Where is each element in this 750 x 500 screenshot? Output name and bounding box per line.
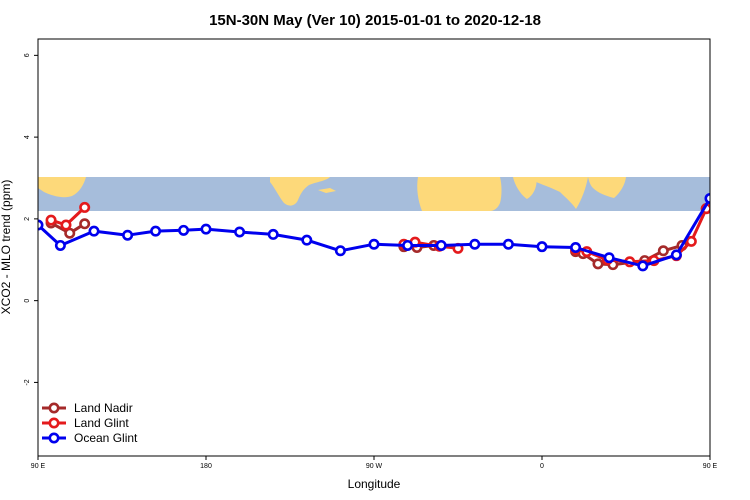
data-point bbox=[368, 238, 380, 250]
data-point bbox=[502, 238, 514, 250]
legend-label: Land Nadir bbox=[74, 401, 133, 415]
series-line bbox=[38, 196, 710, 268]
y-tick-label: 6 bbox=[24, 53, 31, 57]
data-point bbox=[38, 219, 44, 231]
data-point bbox=[79, 201, 91, 213]
legend-marker bbox=[48, 417, 60, 429]
series-line bbox=[704, 207, 710, 213]
x-tick-label: 180 bbox=[200, 463, 212, 470]
data-point bbox=[79, 218, 91, 230]
data-point bbox=[592, 258, 604, 270]
series-land-nadir bbox=[45, 203, 747, 271]
data-point bbox=[435, 239, 447, 251]
y-tick-label: 0 bbox=[24, 299, 31, 303]
map-land-americas bbox=[270, 177, 330, 206]
series-ocean-glint bbox=[38, 192, 747, 272]
data-point bbox=[60, 219, 72, 231]
y-axis-label: XCO2 - MLO trend (ppm) bbox=[0, 180, 13, 315]
legend-label: Ocean Glint bbox=[74, 431, 138, 445]
data-point bbox=[685, 235, 697, 247]
data-point bbox=[178, 224, 190, 236]
data-point bbox=[45, 214, 57, 226]
data-point bbox=[739, 221, 747, 229]
map-land-asia-west bbox=[38, 177, 86, 198]
data-point bbox=[301, 234, 313, 246]
data-point bbox=[334, 245, 346, 257]
legend-label: Land Glint bbox=[74, 416, 129, 430]
data-point bbox=[54, 239, 66, 251]
data-point bbox=[234, 226, 246, 238]
x-tick-label: 0 bbox=[540, 463, 544, 470]
data-point bbox=[150, 225, 162, 237]
data-point bbox=[719, 211, 727, 219]
y-tick-label: 4 bbox=[24, 135, 31, 139]
map-land-arabia bbox=[513, 177, 537, 199]
x-tick-label: 90 E bbox=[703, 463, 718, 470]
map-land-cuba bbox=[318, 188, 336, 193]
legend-marker bbox=[48, 432, 60, 444]
x-axis-label: Longitude bbox=[348, 477, 401, 491]
legend-marker bbox=[48, 402, 60, 414]
data-layer bbox=[38, 192, 747, 272]
data-point bbox=[469, 238, 481, 250]
y-tick-label: 2 bbox=[24, 217, 31, 221]
map-land-africa bbox=[417, 177, 502, 211]
y-tick-label: -2 bbox=[24, 379, 31, 385]
x-tick-label: 90 W bbox=[366, 463, 383, 470]
data-point bbox=[670, 249, 682, 261]
data-point bbox=[721, 217, 729, 225]
data-point bbox=[603, 252, 615, 264]
map-strip bbox=[38, 177, 710, 211]
map-land-southeast-asia bbox=[588, 177, 626, 198]
data-point bbox=[536, 241, 548, 253]
chart-title: 15N-30N May (Ver 10) 2015-01-01 to 2020-… bbox=[209, 12, 541, 29]
data-point bbox=[637, 260, 649, 272]
data-point bbox=[739, 221, 747, 229]
map-land-india bbox=[536, 177, 588, 209]
data-point bbox=[122, 229, 134, 241]
x-tick-label: 90 E bbox=[31, 463, 46, 470]
data-point bbox=[402, 239, 414, 251]
data-point bbox=[200, 223, 212, 235]
data-point bbox=[570, 242, 582, 254]
data-point bbox=[657, 245, 669, 257]
data-point bbox=[88, 225, 100, 237]
data-point bbox=[739, 221, 747, 229]
data-point bbox=[267, 228, 279, 240]
